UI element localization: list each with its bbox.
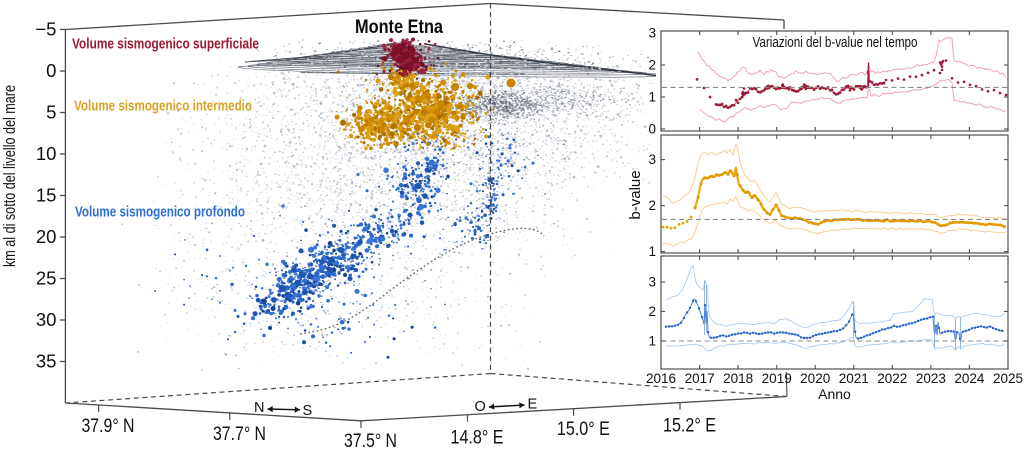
svg-text:2022: 2022 bbox=[877, 371, 907, 386]
svg-text:2019: 2019 bbox=[762, 371, 792, 386]
svg-text:2023: 2023 bbox=[916, 371, 946, 386]
svg-text:2021: 2021 bbox=[839, 371, 869, 386]
svg-text:Volume sismogenico intermedio: Volume sismogenico intermedio bbox=[74, 99, 252, 115]
svg-text:Monte Etna: Monte Etna bbox=[355, 17, 443, 38]
svg-text:2: 2 bbox=[648, 304, 656, 319]
svg-text:2018: 2018 bbox=[723, 371, 753, 386]
svg-text:Anno: Anno bbox=[818, 386, 851, 402]
svg-text:S: S bbox=[303, 403, 313, 419]
svg-text:Volume sismogenico profondo: Volume sismogenico profondo bbox=[75, 205, 245, 221]
svg-text:20: 20 bbox=[36, 226, 57, 247]
svg-text:1: 1 bbox=[648, 244, 656, 259]
svg-text:O: O bbox=[475, 399, 486, 415]
svg-text:0: 0 bbox=[648, 122, 656, 137]
svg-text:2017: 2017 bbox=[685, 371, 715, 386]
svg-text:N: N bbox=[254, 400, 264, 416]
svg-text:1: 1 bbox=[648, 90, 656, 105]
svg-text:2016: 2016 bbox=[646, 371, 676, 386]
svg-text:37.5° N: 37.5° N bbox=[344, 431, 397, 452]
svg-text:15: 15 bbox=[36, 185, 57, 206]
svg-text:Variazioni del b-value nel tem: Variazioni del b-value nel tempo bbox=[753, 35, 918, 51]
svg-text:37.9° N: 37.9° N bbox=[82, 416, 135, 437]
svg-text:35: 35 bbox=[36, 351, 57, 372]
svg-text:25: 25 bbox=[36, 268, 57, 289]
svg-text:km al di sotto del livello del: km al di sotto del livello del mare bbox=[0, 85, 19, 267]
svg-text:E: E bbox=[528, 397, 538, 413]
svg-text:10: 10 bbox=[36, 143, 57, 164]
svg-text:15.0° E: 15.0° E bbox=[557, 419, 610, 440]
svg-text:0: 0 bbox=[46, 60, 56, 81]
svg-text:−5: −5 bbox=[35, 19, 56, 40]
svg-text:2025: 2025 bbox=[993, 371, 1023, 386]
svg-text:30: 30 bbox=[36, 309, 57, 330]
svg-text:2: 2 bbox=[648, 198, 656, 213]
svg-text:3: 3 bbox=[648, 152, 656, 167]
svg-text:2: 2 bbox=[648, 58, 656, 73]
svg-text:2024: 2024 bbox=[954, 371, 985, 386]
svg-text:3: 3 bbox=[648, 26, 656, 41]
svg-text:1: 1 bbox=[648, 334, 656, 349]
svg-text:15.2° E: 15.2° E bbox=[663, 416, 716, 437]
svg-text:5: 5 bbox=[46, 102, 56, 123]
svg-text:Volume sismogenico superficial: Volume sismogenico superficiale bbox=[72, 37, 259, 53]
svg-text:14.8° E: 14.8° E bbox=[451, 428, 504, 449]
svg-text:b-value: b-value bbox=[627, 170, 644, 219]
svg-text:2020: 2020 bbox=[800, 371, 830, 386]
svg-text:37.7° N: 37.7° N bbox=[213, 424, 266, 445]
svg-text:3: 3 bbox=[648, 275, 656, 290]
